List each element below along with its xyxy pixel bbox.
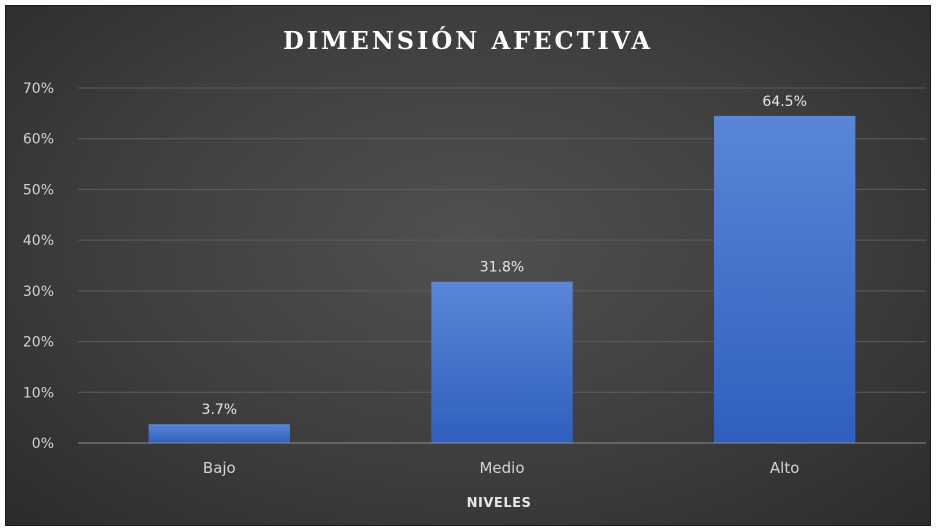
category-label-medio: Medio	[479, 459, 524, 477]
y-tick-label: 60%	[23, 132, 54, 148]
category-label-alto: Alto	[770, 459, 800, 477]
chart-title: DIMENSIÓN AFECTIVA	[283, 26, 653, 55]
bar-medio	[431, 281, 573, 443]
data-label-alto: 64.5%	[762, 94, 806, 110]
y-tick-label: 70%	[23, 81, 54, 97]
x-axis-category-labels: Bajo Medio Alto	[203, 459, 799, 477]
bars	[148, 115, 856, 444]
bar-chart: DIMENSIÓN AFECTIVA 0% 10% 20% 30% 40% 50% 60% 7…	[23, 26, 926, 511]
x-axis-title: NIVELES	[467, 496, 532, 511]
bar-bajo	[148, 424, 290, 443]
category-label-bajo: Bajo	[203, 459, 236, 477]
bar-alto	[714, 115, 856, 444]
y-tick-label: 30%	[23, 284, 54, 300]
data-labels: 3.7% 31.8% 64.5%	[202, 94, 807, 418]
chart-area: DIMENSIÓN AFECTIVA 0% 10% 20% 30% 40% 50% 60% 7…	[5, 5, 931, 526]
y-tick-label: 10%	[23, 385, 54, 401]
data-label-bajo: 3.7%	[202, 402, 238, 418]
data-label-medio: 31.8%	[480, 260, 524, 276]
y-tick-label: 20%	[23, 335, 54, 351]
y-tick-label: 40%	[23, 233, 54, 249]
y-axis-tick-labels: 0% 10% 20% 30% 40% 50% 60% 70%	[23, 81, 54, 452]
y-tick-label: 50%	[23, 182, 54, 198]
y-tick-label: 0%	[32, 436, 54, 452]
